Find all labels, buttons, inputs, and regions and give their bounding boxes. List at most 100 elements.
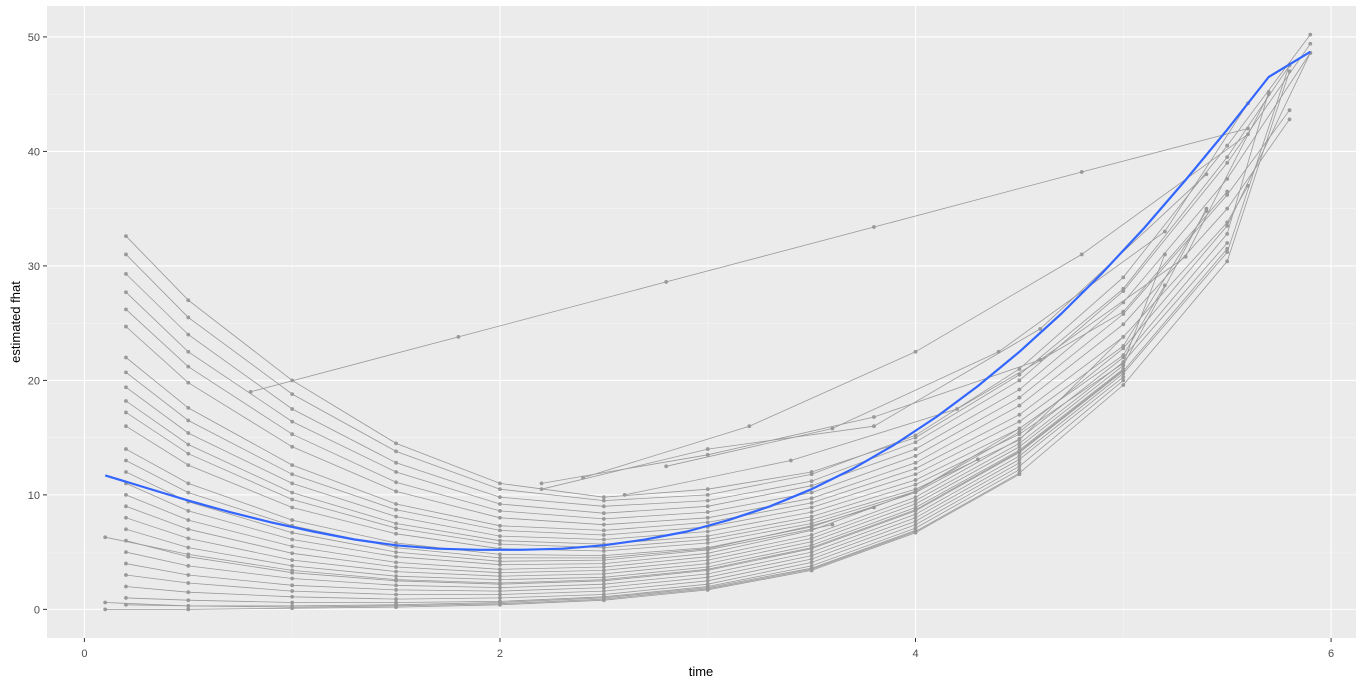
trajectory-point [601,598,606,603]
trajectory-point [1017,457,1022,462]
trajectory-point [186,598,191,603]
trajectory-point [809,545,814,550]
trajectory-point [394,545,398,550]
trajectory-points [103,32,1313,612]
trajectory-point [601,522,606,527]
trajectory-point [913,515,918,520]
trajectory-point [124,252,128,257]
trajectory-point [872,505,876,510]
trajectory-point [103,600,108,605]
trajectory-point [1204,172,1209,177]
trajectory-point [394,460,398,465]
trajectory-point [601,565,606,569]
trajectory-point [809,550,814,555]
trajectory-point [601,504,606,509]
trajectory-point [1038,357,1043,362]
trajectory-point [186,604,191,608]
trajectory-point [1308,41,1313,46]
trajectory-line [105,473,1020,610]
trajectory-point [705,515,710,520]
trajectory-point [1017,372,1022,377]
trajectory-point [1225,223,1230,228]
trajectory-point [705,571,710,576]
trajectory-line [125,248,1228,585]
trajectory-point [103,607,108,612]
trajectory-point [290,600,295,605]
trajectory-point [1246,126,1250,131]
trajectory-point [186,490,191,495]
trajectory-point [601,545,606,550]
trajectory-point [124,492,128,497]
trajectory-point [1121,309,1126,314]
trajectory-point [1017,436,1022,441]
trajectory-point [124,470,128,474]
trajectory-point [186,607,191,612]
trajectory-point [290,551,295,556]
trajectory-point [1183,254,1188,259]
trajectory-point [124,272,128,276]
trajectory-point [498,589,502,593]
trajectory-point [498,534,502,539]
trajectory-point [186,573,191,577]
trajectory-point [1017,441,1022,446]
trajectory-point [394,597,398,601]
trajectory-point [186,545,191,550]
trajectory-point [186,518,191,522]
trajectory-line [125,208,1207,577]
trajectory-point [809,500,814,505]
trajectory-point [498,487,502,492]
trajectory-point [186,481,191,486]
trajectory-point [1225,231,1230,236]
trajectory-point [290,518,295,522]
trajectory-point [705,558,710,563]
trajectory-point [394,569,398,574]
trajectory-point [788,458,793,463]
trajectory-point [1038,326,1043,331]
trajectory-point [394,541,398,545]
trajectory-point [186,463,191,468]
trajectory-point [1225,155,1230,160]
trajectory-point [913,519,918,524]
trajectory-point [1017,467,1022,472]
trajectory-point [1017,367,1022,371]
trajectory-point [1162,252,1167,257]
trajectory-point [103,535,108,540]
trajectory-point [809,510,814,514]
trajectory-point [1308,32,1313,37]
trajectory-point [290,544,295,549]
trajectory-line [125,469,1020,603]
trajectory-point [1017,378,1022,383]
trajectory-point [1017,449,1022,454]
trajectory-point [830,426,835,431]
trajectory-point [498,567,502,572]
trajectory-point [186,536,191,541]
trajectory-point [1017,387,1022,392]
trajectory-point [601,568,606,573]
x-axis: 0 2 4 6 [81,638,1334,660]
trajectory-point [498,528,502,533]
trajectory-point [705,588,710,592]
trajectory-point [1287,69,1292,74]
trajectory-point [601,511,606,516]
trajectory-point [913,478,918,482]
trajectory-point [913,507,918,512]
trajectory-point [1225,189,1230,194]
x-tick-label: 6 [1328,648,1334,660]
trajectory-point [186,563,191,568]
trajectory-point [1287,117,1292,122]
trajectory-point [1204,206,1209,211]
trajectory-point [809,518,814,522]
trajectory-point [705,504,710,509]
trajectory-point [1225,259,1230,264]
trajectory-point [1017,419,1022,424]
trajectory-point [124,504,128,509]
trajectory-point [1121,371,1126,376]
trajectory-point [124,527,128,532]
trajectory-point [601,533,606,537]
trajectory-point [1121,289,1126,293]
trajectory-point [1225,176,1230,181]
trajectory-point [705,554,710,559]
trajectory-point [186,418,191,423]
trajectory-point [1225,220,1230,225]
trajectory-point [290,432,295,437]
